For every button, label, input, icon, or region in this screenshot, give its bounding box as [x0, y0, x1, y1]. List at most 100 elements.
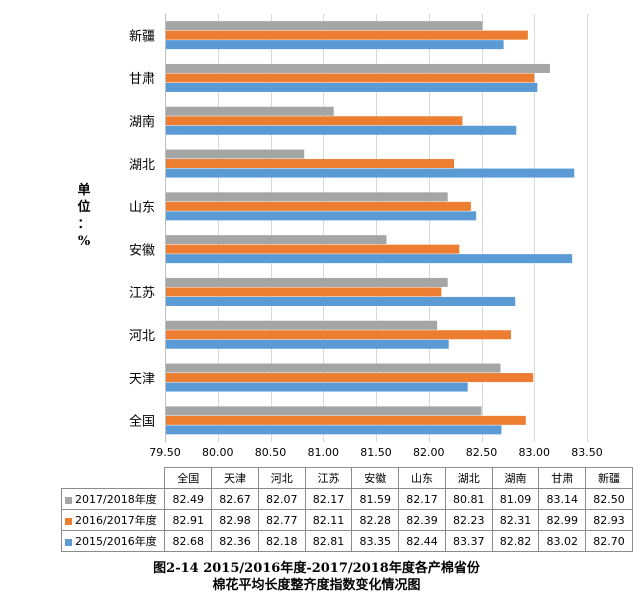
table-cell: 82.67 [211, 488, 259, 510]
table-cell: 83.14 [538, 488, 587, 510]
category-label: 山东 [129, 201, 155, 216]
table-cell: 82.17 [304, 488, 353, 510]
table-cell: 83.35 [351, 530, 400, 552]
bar [166, 168, 575, 178]
table-column-header: 全国 [164, 467, 213, 489]
table-cell: 80.81 [444, 488, 493, 510]
category-label: 湖南 [129, 114, 155, 130]
bar [166, 287, 442, 297]
series-name: 2015/2016年度 [75, 535, 157, 548]
table-cell: 82.98 [211, 509, 259, 531]
bar [166, 40, 504, 50]
x-tick-label: 83.00 [519, 446, 551, 459]
bar [166, 21, 483, 31]
table-row: 2015/2016年度 82.68 82.36 82.18 82.81 83.35 82.4… [60, 530, 633, 552]
bar [166, 235, 387, 245]
bar [166, 106, 334, 116]
unit-char: 单 [77, 183, 91, 198]
table-cell: 82.28 [351, 509, 400, 531]
table-cell: 82.99 [538, 509, 587, 531]
table-cell: 82.82 [491, 530, 540, 552]
series-name: 2017/2018年度 [75, 493, 157, 506]
x-tick-label: 79.50 [149, 446, 181, 459]
table-cell: 82.49 [164, 488, 213, 510]
table-cell: 83.02 [538, 530, 587, 552]
table-column-header: 安徽 [351, 467, 400, 489]
legend-swatch [65, 517, 72, 525]
bar [166, 149, 305, 159]
legend-entry: 2017/2018年度 [60, 488, 166, 510]
table-cell: 82.93 [585, 509, 633, 531]
category-label: 新疆 [129, 28, 155, 44]
category-label: 江苏 [129, 285, 155, 301]
table-cell: 82.17 [398, 488, 446, 510]
series-name: 2016/2017年度 [75, 514, 157, 527]
bar [166, 211, 477, 221]
bar [166, 363, 501, 373]
caption-line-1: 图2-14 2015/2016年度-2017/2018年度各产棉省份 [153, 561, 480, 576]
legend-entry: 2015/2016年度 [60, 530, 166, 552]
bar [166, 201, 471, 211]
table-cell: 82.36 [211, 530, 259, 552]
table-cell: 83.37 [444, 530, 493, 552]
table-column-header: 江苏 [304, 467, 353, 489]
table-corner [61, 467, 166, 489]
figure-caption: 图2-14 2015/2016年度-2017/2018年度各产棉省份 棉花平均长… [0, 560, 633, 594]
table-cell: 82.50 [585, 488, 633, 510]
table-cell: 82.39 [398, 509, 446, 531]
table-cell: 82.70 [585, 530, 633, 552]
table-row: 2017/2018年度 82.49 82.67 82.07 82.17 81.59 82.1… [60, 488, 633, 510]
table-cell: 82.68 [164, 530, 213, 552]
x-tick-label: 81.00 [308, 446, 340, 459]
table-cell: 82.91 [164, 509, 213, 531]
table-column-header: 山东 [398, 467, 446, 489]
caption-line-2: 棉花平均长度整齐度指数变化情况图 [212, 578, 421, 593]
table-column-header: 新疆 [585, 467, 633, 489]
bar [166, 30, 528, 40]
legend-entry: 2016/2017年度 [60, 509, 166, 531]
bar [166, 82, 538, 92]
bar [166, 373, 534, 383]
x-tick-label: 80.50 [255, 446, 287, 459]
bar [166, 244, 460, 254]
bar [166, 330, 511, 340]
unit-char: ： [77, 217, 91, 232]
table-cell: 82.77 [257, 509, 306, 531]
bar [166, 63, 551, 73]
bar [166, 382, 468, 392]
unit-label: 单 位 ： % [74, 182, 94, 250]
bar [166, 125, 517, 135]
bar [166, 159, 455, 169]
bar [166, 415, 526, 425]
table-column-header: 湖北 [444, 467, 493, 489]
table-cell: 82.18 [257, 530, 306, 552]
bar [166, 116, 463, 126]
bar [166, 320, 438, 330]
unit-char: 位 [77, 200, 91, 215]
bar [166, 192, 448, 202]
category-label: 天津 [129, 372, 155, 387]
bar [166, 425, 502, 435]
bar [166, 406, 482, 416]
table-column-header: 河北 [257, 467, 306, 489]
category-label: 河北 [129, 329, 155, 344]
table-cell: 81.09 [491, 488, 540, 510]
unit-char: % [77, 234, 91, 249]
category-label: 湖北 [129, 158, 155, 173]
category-label: 全国 [129, 414, 155, 430]
data-table: 全国 天津 河北 江苏 安徽 山东 湖北 湖南 甘肃 新疆 2017/2018年度 82.49 82.6… [60, 467, 633, 552]
category-label: 安徽 [129, 243, 155, 258]
bar-chart: 79.50 80.00 80.50 81.00 81.50 82.00 82.50 83.00… [129, 14, 603, 459]
legend-swatch [65, 496, 72, 504]
x-tick-label: 83.50 [571, 446, 603, 459]
bar [166, 277, 448, 287]
x-tick-label: 82.50 [466, 446, 498, 459]
table-column-header: 天津 [211, 467, 259, 489]
x-tick-label: 81.50 [360, 446, 392, 459]
bar [166, 339, 449, 349]
bar [166, 296, 516, 306]
table-cell: 82.44 [398, 530, 446, 552]
category-label: 甘肃 [129, 72, 155, 87]
table-cell: 82.81 [304, 530, 353, 552]
table-column-header: 湖南 [491, 467, 540, 489]
